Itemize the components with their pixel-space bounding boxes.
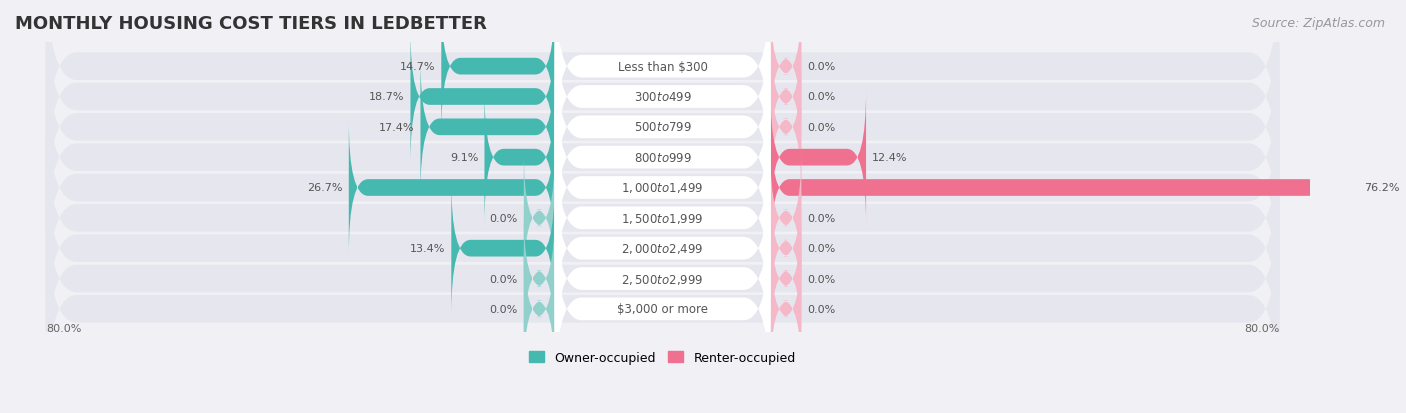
FancyBboxPatch shape xyxy=(524,211,554,346)
Legend: Owner-occupied, Renter-occupied: Owner-occupied, Renter-occupied xyxy=(524,346,800,369)
FancyBboxPatch shape xyxy=(46,141,1279,356)
Text: Source: ZipAtlas.com: Source: ZipAtlas.com xyxy=(1251,17,1385,29)
Text: 26.7%: 26.7% xyxy=(307,183,343,193)
FancyBboxPatch shape xyxy=(554,33,770,222)
FancyBboxPatch shape xyxy=(770,121,1358,255)
Text: $3,000 or more: $3,000 or more xyxy=(617,303,709,316)
Text: 80.0%: 80.0% xyxy=(1244,323,1279,333)
FancyBboxPatch shape xyxy=(770,60,801,195)
FancyBboxPatch shape xyxy=(554,184,770,373)
FancyBboxPatch shape xyxy=(770,181,801,316)
FancyBboxPatch shape xyxy=(554,93,770,282)
FancyBboxPatch shape xyxy=(349,121,554,255)
Text: Less than $300: Less than $300 xyxy=(617,61,707,74)
FancyBboxPatch shape xyxy=(441,0,554,134)
FancyBboxPatch shape xyxy=(451,181,554,316)
FancyBboxPatch shape xyxy=(46,171,1279,386)
Text: 14.7%: 14.7% xyxy=(399,62,434,72)
Text: 0.0%: 0.0% xyxy=(489,304,517,314)
FancyBboxPatch shape xyxy=(554,0,770,161)
Text: 0.0%: 0.0% xyxy=(489,274,517,284)
Text: 0.0%: 0.0% xyxy=(807,274,835,284)
FancyBboxPatch shape xyxy=(770,90,866,225)
Text: $500 to $799: $500 to $799 xyxy=(634,121,692,134)
FancyBboxPatch shape xyxy=(46,81,1279,295)
FancyBboxPatch shape xyxy=(554,3,770,192)
FancyBboxPatch shape xyxy=(554,124,770,313)
FancyBboxPatch shape xyxy=(46,20,1279,235)
Text: $2,000 to $2,499: $2,000 to $2,499 xyxy=(621,242,704,256)
FancyBboxPatch shape xyxy=(420,60,554,195)
Text: 76.2%: 76.2% xyxy=(1364,183,1399,193)
Text: 80.0%: 80.0% xyxy=(46,323,82,333)
Text: 13.4%: 13.4% xyxy=(409,244,446,254)
FancyBboxPatch shape xyxy=(770,0,801,134)
FancyBboxPatch shape xyxy=(554,214,770,404)
FancyBboxPatch shape xyxy=(485,90,554,225)
Text: 0.0%: 0.0% xyxy=(807,123,835,133)
FancyBboxPatch shape xyxy=(46,0,1279,204)
Text: 18.7%: 18.7% xyxy=(368,92,405,102)
FancyBboxPatch shape xyxy=(524,151,554,286)
Text: 17.4%: 17.4% xyxy=(378,123,415,133)
Text: 9.1%: 9.1% xyxy=(450,153,478,163)
FancyBboxPatch shape xyxy=(411,30,554,165)
FancyBboxPatch shape xyxy=(770,211,801,346)
FancyBboxPatch shape xyxy=(46,50,1279,265)
FancyBboxPatch shape xyxy=(46,111,1279,325)
FancyBboxPatch shape xyxy=(524,242,554,376)
Text: 0.0%: 0.0% xyxy=(807,304,835,314)
Text: 12.4%: 12.4% xyxy=(872,153,908,163)
Text: $2,500 to $2,999: $2,500 to $2,999 xyxy=(621,272,704,286)
Text: $300 to $499: $300 to $499 xyxy=(634,91,692,104)
Text: 0.0%: 0.0% xyxy=(807,62,835,72)
FancyBboxPatch shape xyxy=(46,0,1279,174)
Text: 0.0%: 0.0% xyxy=(807,244,835,254)
FancyBboxPatch shape xyxy=(770,242,801,376)
Text: $1,500 to $1,999: $1,500 to $1,999 xyxy=(621,211,704,225)
Text: $1,000 to $1,499: $1,000 to $1,499 xyxy=(621,181,704,195)
Text: 0.0%: 0.0% xyxy=(489,214,517,223)
Text: $800 to $999: $800 to $999 xyxy=(634,151,692,164)
FancyBboxPatch shape xyxy=(554,63,770,252)
Text: 0.0%: 0.0% xyxy=(807,92,835,102)
FancyBboxPatch shape xyxy=(46,202,1279,413)
FancyBboxPatch shape xyxy=(770,30,801,165)
FancyBboxPatch shape xyxy=(554,154,770,343)
FancyBboxPatch shape xyxy=(770,151,801,286)
Text: 0.0%: 0.0% xyxy=(807,214,835,223)
Text: MONTHLY HOUSING COST TIERS IN LEDBETTER: MONTHLY HOUSING COST TIERS IN LEDBETTER xyxy=(15,15,486,33)
